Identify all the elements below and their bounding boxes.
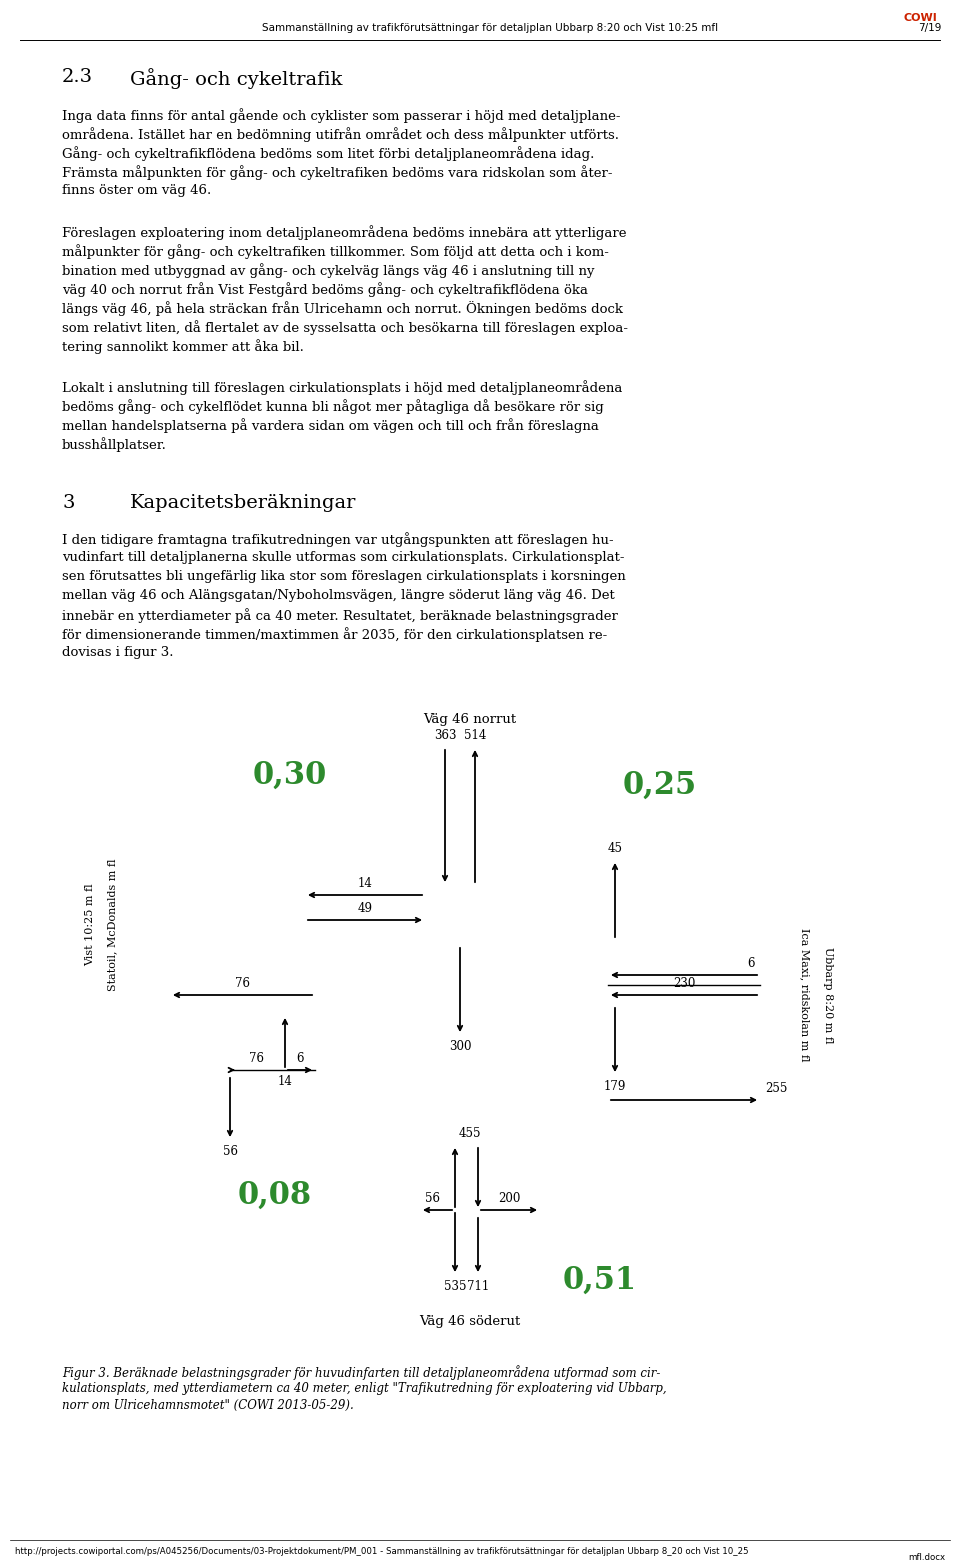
Text: 455: 455 (459, 1127, 481, 1139)
Text: Statoil, McDonalds m fl: Statoil, McDonalds m fl (107, 858, 117, 991)
Text: I den tidigare framtagna trafikutredningen var utgångspunkten att föreslagen hu-: I den tidigare framtagna trafikutredning… (62, 531, 613, 547)
Text: Inga data finns för antal gående och cyklister som passerar i höjd med detaljpla: Inga data finns för antal gående och cyk… (62, 108, 620, 123)
Text: 0,25: 0,25 (623, 771, 697, 800)
Text: 255: 255 (765, 1082, 787, 1096)
Text: Ica Maxi, ridskolan m fl: Ica Maxi, ridskolan m fl (800, 928, 810, 1061)
Text: 14: 14 (277, 1075, 293, 1088)
Text: 535: 535 (444, 1280, 467, 1293)
Text: 76: 76 (250, 1052, 265, 1064)
Text: 49: 49 (357, 902, 372, 914)
Text: COWI: COWI (903, 13, 937, 23)
Text: 6: 6 (748, 957, 755, 971)
Text: bination med utbyggnad av gång- och cykelväg längs väg 46 i anslutning till ny: bination med utbyggnad av gång- och cyke… (62, 263, 594, 278)
Text: mellan handelsplatserna på vardera sidan om vägen och till och från föreslagna: mellan handelsplatserna på vardera sidan… (62, 417, 599, 433)
Text: Vist 10:25 m fl: Vist 10:25 m fl (85, 883, 95, 966)
Text: kulationsplats, med ytterdiametern ca 40 meter, enligt "Trafikutredning för expl: kulationsplats, med ytterdiametern ca 40… (62, 1382, 666, 1396)
Text: 76: 76 (234, 977, 250, 989)
Text: 56: 56 (424, 1193, 440, 1205)
Text: Gång- och cykeltrafikflödena bedöms som litet förbi detaljplaneområdena idag.: Gång- och cykeltrafikflödena bedöms som … (62, 145, 594, 161)
Text: http://projects.cowiportal.com/ps/A045256/Documents/03-Projektdokument/PM_001 - : http://projects.cowiportal.com/ps/A04525… (15, 1547, 749, 1557)
Text: 0,08: 0,08 (238, 1180, 312, 1211)
Text: sen förutsattes bli ungefärlig lika stor som föreslagen cirkulationsplats i kors: sen förutsattes bli ungefärlig lika stor… (62, 570, 626, 583)
Text: längs väg 46, på hela sträckan från Ulricehamn och norrut. Ökningen bedöms dock: längs väg 46, på hela sträckan från Ulri… (62, 302, 623, 316)
Text: 711: 711 (467, 1280, 490, 1293)
Text: Kapacitetsberäkningar: Kapacitetsberäkningar (130, 494, 356, 513)
Text: innebär en ytterdiameter på ca 40 meter. Resultatet, beräknade belastningsgrader: innebär en ytterdiameter på ca 40 meter.… (62, 608, 618, 624)
Text: Sammanställning av trafikförutsättningar för detaljplan Ubbarp 8:20 och Vist 10:: Sammanställning av trafikförutsättningar… (262, 23, 718, 33)
Text: 363: 363 (434, 728, 456, 742)
Text: mfl.docx: mfl.docx (908, 1552, 945, 1561)
Text: Väg 46 norrut: Väg 46 norrut (423, 713, 516, 725)
Text: 300: 300 (448, 1039, 471, 1053)
Text: områdena. Istället har en bedömning utifrån området och dess målpunkter utförts.: områdena. Istället har en bedömning utif… (62, 127, 619, 142)
Text: 14: 14 (357, 877, 372, 889)
Text: norr om Ulricehamnsmotet" (COWI 2013-05-29).: norr om Ulricehamnsmotet" (COWI 2013-05-… (62, 1399, 353, 1411)
Text: 6: 6 (297, 1052, 303, 1064)
Text: Figur 3. Beräknade belastningsgrader för huvudinfarten till detaljplaneområdena : Figur 3. Beräknade belastningsgrader för… (62, 1364, 660, 1380)
Text: målpunkter för gång- och cykeltrafiken tillkommer. Som följd att detta och i kom: målpunkter för gång- och cykeltrafiken t… (62, 244, 609, 259)
Text: 56: 56 (223, 1146, 237, 1158)
Text: Väg 46 söderut: Väg 46 söderut (420, 1314, 520, 1329)
Text: väg 40 och norrut från Vist Festgård bedöms gång- och cykeltrafikflödena öka: väg 40 och norrut från Vist Festgård bed… (62, 281, 588, 297)
Text: 230: 230 (673, 977, 695, 989)
Text: för dimensionerande timmen/maxtimmen år 2035, för den cirkulationsplatsen re-: för dimensionerande timmen/maxtimmen år … (62, 627, 608, 642)
Text: Gång- och cykeltrafik: Gång- och cykeltrafik (130, 69, 343, 89)
Text: 2.3: 2.3 (62, 69, 93, 86)
Text: busshållplatser.: busshållplatser. (62, 438, 167, 452)
Text: dovisas i figur 3.: dovisas i figur 3. (62, 646, 174, 660)
Text: 7/19: 7/19 (919, 23, 942, 33)
Text: 0,30: 0,30 (252, 760, 327, 791)
Text: Främsta målpunkten för gång- och cykeltrafiken bedöms vara ridskolan som åter-: Främsta målpunkten för gång- och cykeltr… (62, 166, 612, 180)
Text: 45: 45 (608, 842, 622, 855)
Text: finns öster om väg 46.: finns öster om väg 46. (62, 184, 211, 197)
Text: Föreslagen exploatering inom detaljplaneområdena bedöms innebära att ytterligare: Föreslagen exploatering inom detaljplane… (62, 225, 627, 239)
Text: som relativt liten, då flertalet av de sysselsatta och besökarna till föreslagen: som relativt liten, då flertalet av de s… (62, 320, 628, 334)
Text: tering sannolikt kommer att åka bil.: tering sannolikt kommer att åka bil. (62, 339, 304, 353)
Text: vudinfart till detaljplanerna skulle utformas som cirkulationsplats. Cirkulation: vudinfart till detaljplanerna skulle utf… (62, 552, 625, 564)
Text: bedöms gång- och cykelflödet kunna bli något mer påtagliga då besökare rör sig: bedöms gång- och cykelflödet kunna bli n… (62, 399, 604, 414)
Text: 3: 3 (62, 494, 75, 513)
Text: Ubbarp 8:20 m fl: Ubbarp 8:20 m fl (823, 947, 833, 1043)
Text: 200: 200 (498, 1193, 520, 1205)
Text: 514: 514 (464, 728, 486, 742)
Text: mellan väg 46 och Alängsgatan/Nyboholmsvägen, längre söderut läng väg 46. Det: mellan väg 46 och Alängsgatan/Nyboholmsv… (62, 589, 614, 602)
Text: 179: 179 (604, 1080, 626, 1093)
Text: 0,51: 0,51 (563, 1264, 637, 1296)
Text: Lokalt i anslutning till föreslagen cirkulationsplats i höjd med detaljplaneområ: Lokalt i anslutning till föreslagen cirk… (62, 380, 622, 395)
